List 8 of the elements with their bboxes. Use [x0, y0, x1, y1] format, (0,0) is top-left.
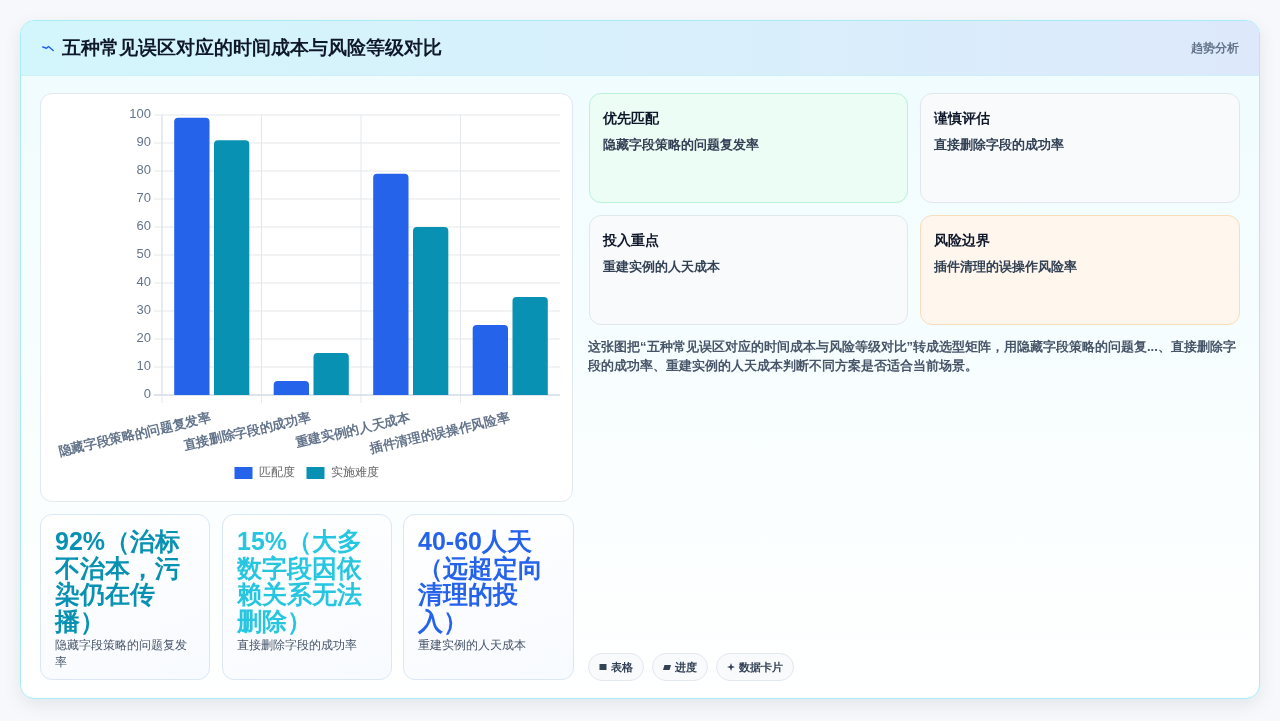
chip: 数据卡片 — [716, 653, 794, 681]
description: 这张图把“五种常见误区对应的时间成本与风险等级对比”转成选型矩阵，用隐藏字段策略的问题复...、直接删除字段的成功率、重建实例的人天成本判断不同方案是否适合当前场景。 — [588, 338, 1237, 375]
chip: 表格 — [588, 653, 644, 681]
legend-label: 实施难度 — [330, 465, 379, 480]
subtitle: 趋势分析 — [1191, 40, 1239, 56]
chip: 进度 — [652, 653, 708, 681]
title: 五种常见误区对应的时间成本与风险等级对比 — [62, 36, 442, 60]
legend-label: 匹配度 — [258, 465, 295, 480]
